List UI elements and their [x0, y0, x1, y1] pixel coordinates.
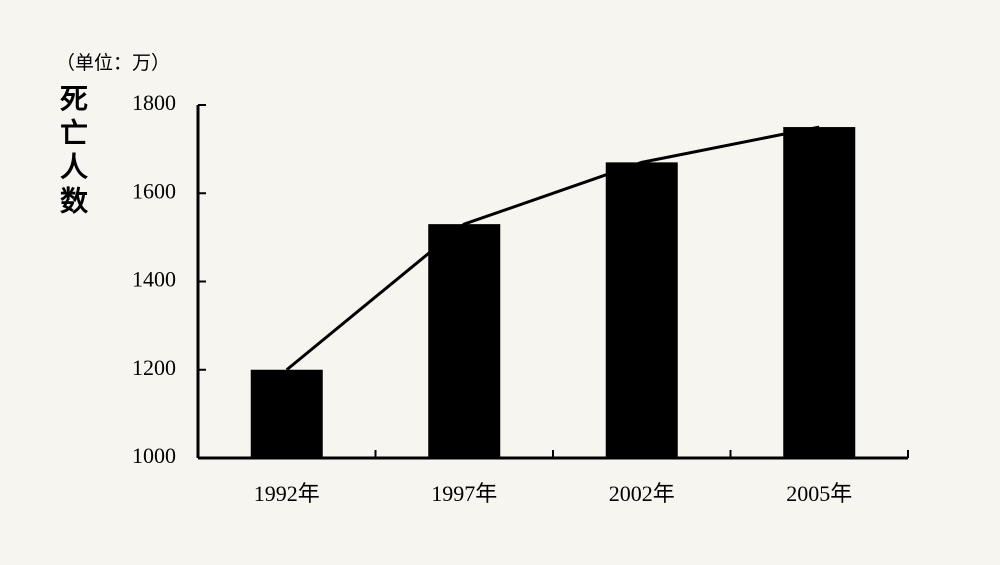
x-tick-label: 2002年 — [609, 481, 675, 506]
y-tick-label: 1400 — [132, 267, 176, 292]
y-tick-label: 1200 — [132, 355, 176, 380]
bar — [428, 224, 501, 458]
x-tick-label: 1997年 — [431, 481, 497, 506]
trend-line — [285, 125, 820, 371]
y-axis-label: 死亡人数 — [56, 84, 89, 220]
x-tick-label: 1992年 — [254, 481, 320, 506]
y-tick-label: 1800 — [132, 90, 176, 115]
bar — [783, 127, 856, 458]
y-tick-label: 1000 — [132, 443, 176, 468]
y-tick-label: 1600 — [132, 178, 176, 203]
bar — [605, 162, 678, 459]
x-tick-label: 2005年 — [786, 481, 852, 506]
unit-note: （单位：万） — [56, 52, 171, 74]
bar — [250, 369, 323, 458]
